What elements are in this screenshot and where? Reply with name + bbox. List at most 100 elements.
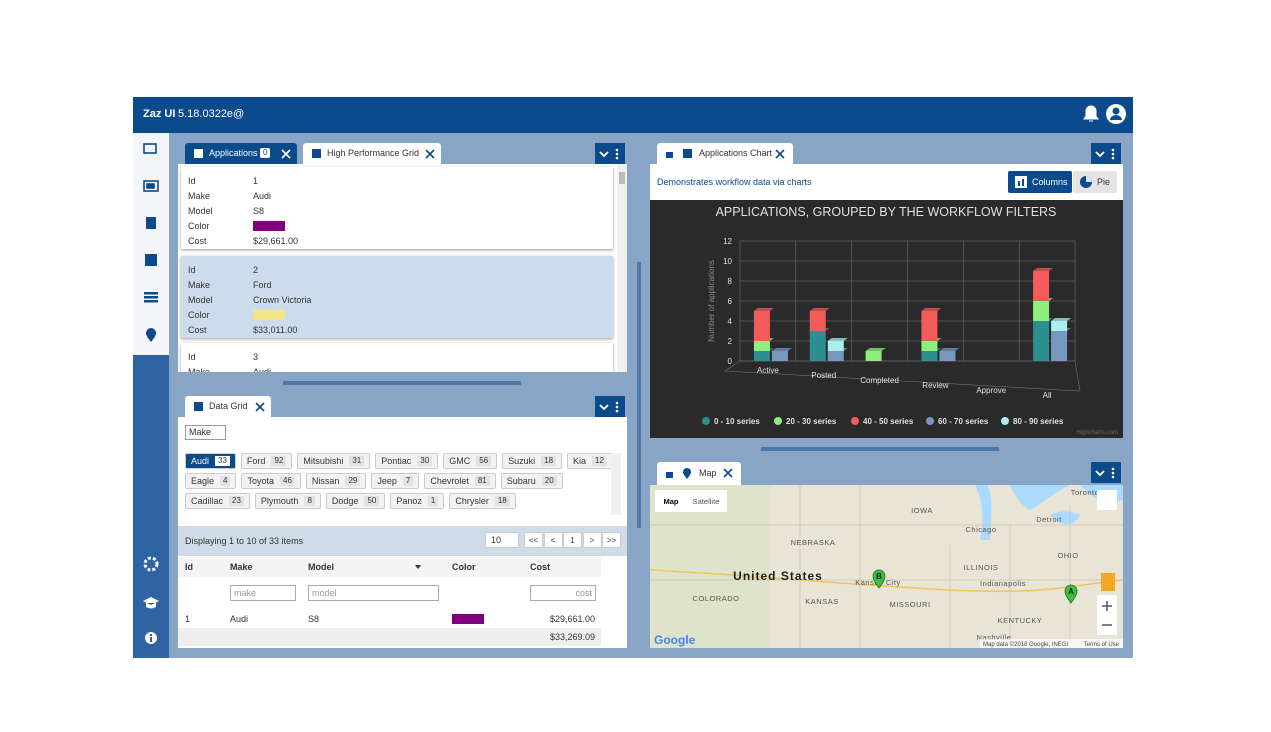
close-tab[interactable] (255, 402, 265, 412)
nav-map[interactable] (146, 328, 156, 342)
legend-marker (851, 417, 859, 425)
panel-more[interactable] (1110, 148, 1116, 160)
columns-icon[interactable] (1015, 176, 1027, 188)
bar-top (939, 348, 960, 351)
page-button[interactable]: > (582, 532, 602, 548)
map-label: KENTUCKY (998, 616, 1043, 625)
nav-chart[interactable] (145, 254, 157, 266)
y-tick-label: 2 (728, 337, 733, 346)
tab-icon[interactable] (665, 468, 695, 480)
close-tab[interactable] (425, 149, 435, 159)
field-value: $29,661.00 (253, 236, 299, 246)
bar-top (921, 308, 942, 311)
tab-icon[interactable] (193, 401, 204, 412)
splitter-right[interactable] (761, 447, 999, 451)
panel-more[interactable] (1110, 467, 1116, 479)
filter-input[interactable]: cost (530, 585, 596, 601)
nav-grid[interactable] (144, 292, 158, 295)
nav-learn[interactable] (143, 597, 159, 609)
bar (1033, 271, 1050, 301)
y-tick-label: 8 (728, 277, 733, 286)
make-tag[interactable]: Kia 12 (567, 453, 613, 469)
filter-input[interactable]: make (230, 585, 296, 601)
tab-icon[interactable] (665, 148, 695, 159)
records-list: Id 1 Make Audi Model S8 Color Cost $29,661.00 Id 2… (178, 164, 627, 372)
nav-devices[interactable] (143, 143, 157, 154)
make-tag[interactable]: Audi 33 (185, 453, 236, 469)
panel-collapse[interactable] (1095, 149, 1105, 159)
column-header[interactable]: Model (308, 562, 334, 572)
color-swatch (253, 310, 285, 320)
make-tag[interactable]: Suzuki 18 (502, 453, 563, 469)
make-tag[interactable]: Cadillac 23 (185, 493, 250, 509)
record-card[interactable] (181, 256, 613, 338)
x-tick-label: Posted (811, 371, 836, 380)
make-tag[interactable]: Subaru 20 (500, 473, 563, 489)
make-tag[interactable]: Chevrolet 81 (424, 473, 496, 489)
make-count: 92 (271, 456, 287, 466)
group-select[interactable]: Make (185, 425, 227, 440)
make-tag[interactable]: Jeep 7 (371, 473, 420, 489)
map-label: MISSOURI (889, 600, 930, 609)
bell-icon[interactable] (1083, 105, 1099, 122)
make-tag[interactable]: Panoz 1 (390, 493, 445, 509)
panel-more[interactable] (614, 148, 620, 160)
make-tag[interactable]: Dodge 50 (325, 493, 386, 509)
cell: Audi (230, 614, 249, 624)
field-label: Model (188, 295, 213, 305)
make-tag[interactable]: Eagle 4 (185, 473, 237, 489)
page-size[interactable]: 10 (485, 532, 519, 548)
tab-applications-chart[interactable] (657, 143, 793, 164)
make-tag[interactable]: Pontiac 30 (375, 453, 439, 469)
page-button[interactable]: 1 (563, 532, 582, 548)
make-tag[interactable]: Chrysler 18 (449, 493, 516, 509)
close-tab[interactable] (281, 149, 291, 159)
splitter-vertical[interactable] (637, 262, 641, 528)
make-tag[interactable]: Toyota 46 (241, 473, 301, 489)
panel-collapse[interactable] (599, 149, 609, 159)
tab-map[interactable] (657, 462, 741, 485)
tab-label: Data Grid (209, 401, 248, 411)
filter-input[interactable]: model (308, 585, 439, 601)
pie-icon[interactable] (1080, 176, 1092, 188)
panel-more[interactable] (614, 401, 620, 413)
panel-collapse[interactable] (599, 402, 609, 412)
close-tab[interactable] (723, 468, 733, 478)
column-header[interactable]: Cost (530, 562, 550, 572)
panel-collapse[interactable] (1095, 468, 1105, 478)
page-button[interactable]: < (543, 532, 563, 548)
nav-book[interactable] (146, 217, 156, 229)
tab-icon[interactable] (193, 148, 204, 159)
tab-high-performance-grid[interactable] (303, 143, 441, 164)
make-tag[interactable]: Plymouth 8 (254, 493, 321, 509)
make-count: 1 (427, 496, 439, 506)
map[interactable]: United States NEBRASKA KANSAS COLORADO MISSO… (650, 485, 1123, 648)
make-count: 12 (592, 456, 607, 466)
field-value: $33,011.00 (253, 325, 298, 335)
zoom-icons (1102, 601, 1112, 626)
tab-icon[interactable] (311, 148, 322, 159)
nav-windows[interactable] (143, 180, 159, 192)
bar-top (827, 338, 848, 341)
make-tag[interactable]: Ford 92 (240, 453, 293, 469)
nav-settings[interactable] (143, 556, 159, 572)
make-name: Kia (573, 455, 587, 466)
column-header[interactable]: Id (185, 562, 193, 572)
bar (827, 341, 844, 351)
splitter-left[interactable] (283, 381, 521, 385)
bar (1051, 331, 1068, 361)
make-tag[interactable]: Nissan 29 (305, 473, 367, 489)
header-icons[interactable] (1080, 103, 1130, 127)
page-button[interactable]: << (524, 532, 543, 548)
map-label: United States (733, 569, 823, 583)
record-card[interactable] (181, 343, 613, 372)
column-header[interactable]: Color (452, 562, 476, 572)
close-tab[interactable] (775, 149, 785, 159)
sort-icon[interactable] (414, 563, 422, 571)
column-header[interactable]: Make (230, 562, 253, 572)
make-tag[interactable]: Mitsubishi 31 (297, 453, 371, 469)
tab-data-grid[interactable] (185, 396, 271, 417)
make-tag[interactable]: GMC 56 (443, 453, 498, 469)
record-card[interactable] (181, 167, 613, 249)
page-button[interactable]: >> (602, 532, 621, 548)
